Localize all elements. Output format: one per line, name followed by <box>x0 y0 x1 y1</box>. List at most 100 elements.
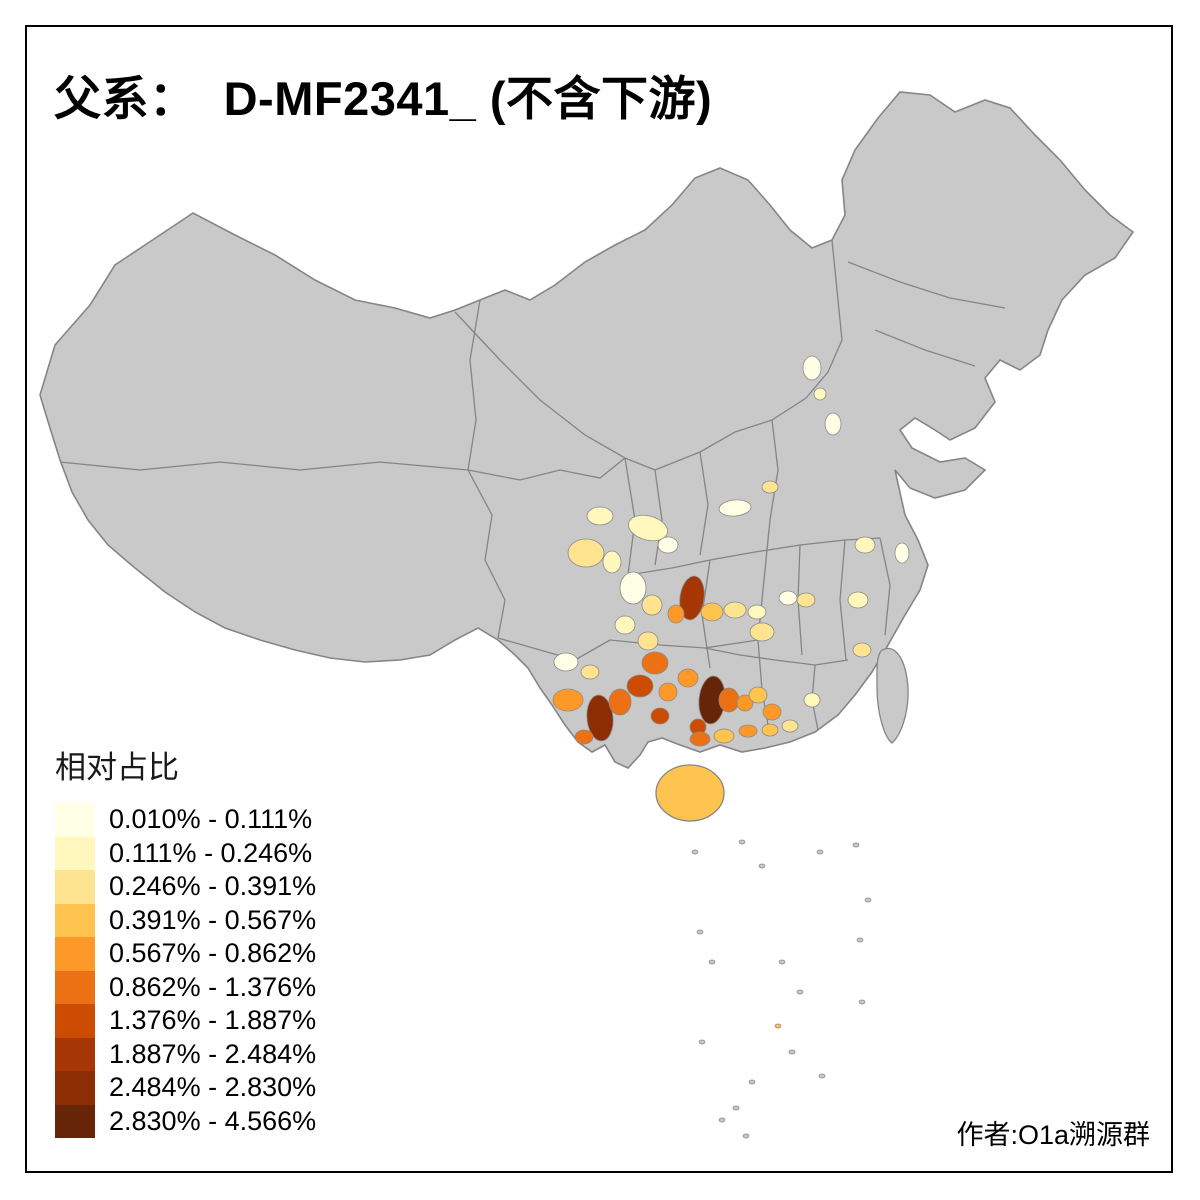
legend-item: 1.887% - 2.484% <box>55 1037 316 1071</box>
prefecture-region <box>552 688 584 712</box>
prefecture-region <box>658 682 678 702</box>
prefecture-region <box>641 594 663 616</box>
legend-label: 0.010% - 0.111% <box>109 804 313 835</box>
author-credit: 作者:O1a溯源群 <box>956 1120 1150 1150</box>
prefecture-region <box>700 602 724 622</box>
islet <box>778 959 786 965</box>
legend-swatch <box>55 1071 95 1105</box>
small-islands <box>691 839 872 1139</box>
prefecture-region <box>628 514 668 542</box>
prefecture-region <box>608 688 632 716</box>
prefecture-region <box>738 724 758 738</box>
prefecture-region <box>854 536 876 554</box>
legend-label: 2.484% - 2.830% <box>109 1072 317 1103</box>
prefecture-region <box>650 707 670 725</box>
legend-item: 0.111% - 0.246% <box>55 836 316 870</box>
prefecture-region <box>641 651 669 675</box>
prefecture-region <box>626 674 654 698</box>
legend-item: 0.862% - 1.376% <box>55 970 317 1004</box>
islet-colored <box>774 1023 782 1029</box>
prefecture-region <box>847 591 869 609</box>
islet <box>708 959 716 965</box>
prefecture-region <box>852 642 872 658</box>
prefecture-region <box>619 571 647 605</box>
legend-label: 0.246% - 0.391% <box>109 871 317 902</box>
prefecture-region <box>748 686 768 704</box>
legend-swatch <box>55 1037 95 1071</box>
prefecture-region <box>657 536 679 554</box>
islet <box>816 849 824 855</box>
legend-item: 0.246% - 0.391% <box>55 870 316 904</box>
legend-label: 0.567% - 0.862% <box>109 938 317 969</box>
prefecture-region <box>778 590 798 606</box>
prefecture-region <box>736 694 754 712</box>
legend-swatch <box>55 803 95 837</box>
islet <box>858 999 866 1005</box>
prefecture-region <box>586 694 614 742</box>
islet <box>856 937 864 943</box>
islet <box>818 1073 826 1079</box>
islet <box>691 849 699 855</box>
legend-swatch <box>55 903 95 937</box>
prefecture-region <box>614 615 636 635</box>
prefecture-region <box>802 355 822 381</box>
legend-label: 0.391% - 0.567% <box>109 904 317 935</box>
prefecture-region <box>894 542 910 564</box>
prefecture-region <box>679 575 705 621</box>
legend-item: 0.391% - 0.567% <box>55 903 317 937</box>
colored-regions <box>535 355 910 747</box>
legend-swatch <box>55 937 95 971</box>
prefecture-region <box>762 703 782 721</box>
islet <box>796 989 804 995</box>
legend-label: 2.830% - 4.566% <box>109 1105 317 1136</box>
hainan-island <box>655 764 725 822</box>
legend-item: 2.830% - 4.566% <box>55 1104 317 1138</box>
legend-label: 0.862% - 1.376% <box>109 971 317 1002</box>
legend-items: 0.010% - 0.111% 0.111% - 0.246% 0.246% - 0… <box>55 803 316 1138</box>
prefecture-region <box>586 506 614 526</box>
prefecture-region <box>796 592 816 608</box>
prefecture-region <box>637 631 659 651</box>
prefecture-region <box>574 729 594 745</box>
legend-item: 0.567% - 0.862% <box>55 937 316 971</box>
prefecture-region <box>803 692 821 708</box>
islet <box>758 863 766 869</box>
islet <box>852 842 860 848</box>
prefecture-region <box>689 731 711 747</box>
prefecture-region <box>718 499 752 517</box>
islet <box>718 1117 726 1123</box>
islet <box>748 1079 756 1085</box>
legend-swatch <box>55 1004 95 1038</box>
legend-swatch <box>55 1104 95 1138</box>
legend: 相对占比 0.010% - 0.111% 0.111% - 0.246% 0.246… <box>55 742 316 1138</box>
islet <box>696 929 704 935</box>
legend-swatch <box>55 970 95 1004</box>
islet <box>788 1049 796 1055</box>
prefecture-region <box>781 719 799 733</box>
islet <box>738 839 746 845</box>
prefecture-region <box>813 387 827 401</box>
legend-label: 1.376% - 1.887% <box>109 1005 317 1036</box>
map-title: 父系： D-MF2341_ (不含下游) <box>54 72 713 125</box>
province-borders <box>59 239 1006 731</box>
prefecture-region <box>761 480 779 494</box>
prefecture-region <box>567 538 605 568</box>
islet <box>864 897 872 903</box>
legend-item: 1.376% - 1.887% <box>55 1004 316 1038</box>
prefecture-region <box>602 550 622 574</box>
prefecture-region <box>824 412 842 436</box>
prefecture-region <box>553 652 579 672</box>
prefecture-region <box>667 604 685 624</box>
legend-item: 2.484% - 2.830% <box>55 1071 316 1105</box>
prefecture-region <box>718 687 740 713</box>
islet <box>742 1133 750 1139</box>
islet <box>732 1105 740 1111</box>
legend-label: 0.111% - 0.246% <box>109 837 313 868</box>
legend-title: 相对占比 <box>55 750 179 785</box>
legend-swatch <box>55 836 95 870</box>
legend-item: 0.010% - 0.111% <box>55 803 316 837</box>
legend-swatch <box>55 870 95 904</box>
prefecture-region <box>749 622 775 642</box>
